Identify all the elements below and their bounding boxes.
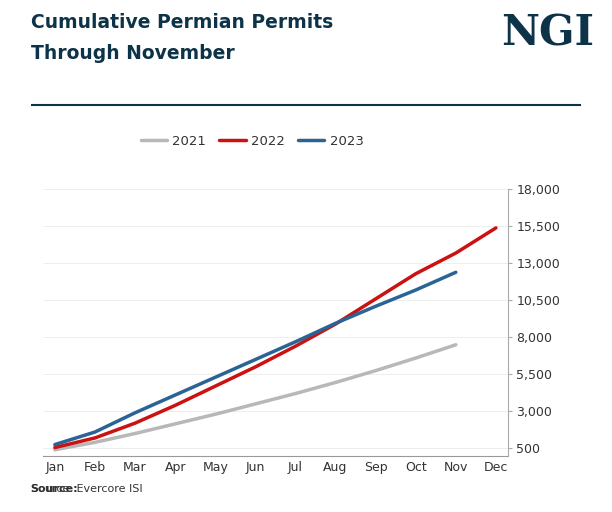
Text: Source: Evercore ISI: Source: Evercore ISI <box>31 484 142 494</box>
Text: NGI: NGI <box>501 13 594 55</box>
Text: Through November: Through November <box>31 44 234 62</box>
Legend: 2021, 2022, 2023: 2021, 2022, 2023 <box>135 130 369 153</box>
Text: Cumulative Permian Permits: Cumulative Permian Permits <box>31 13 333 32</box>
Text: Source:: Source: <box>31 484 78 494</box>
